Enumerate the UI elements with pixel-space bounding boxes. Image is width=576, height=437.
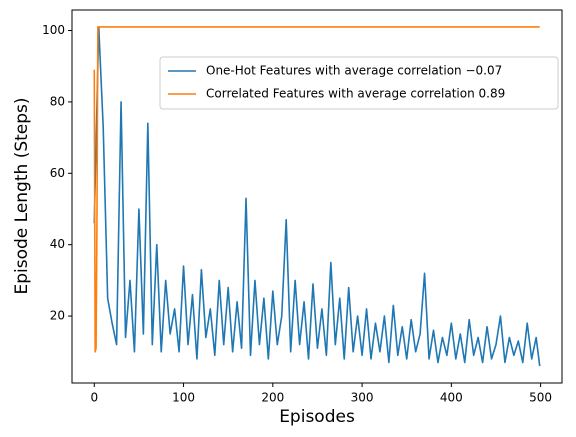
x-axis-label: Episodes <box>279 407 355 427</box>
legend-box <box>159 56 559 110</box>
x-tick-label: 0 <box>90 391 98 405</box>
y-axis-label: Episode Length (Steps) <box>12 97 32 294</box>
x-tick-label: 400 <box>440 391 463 405</box>
y-tick-label: 60 <box>50 166 65 180</box>
y-tick-label: 20 <box>50 309 65 323</box>
plot-frame <box>71 9 563 384</box>
line-series <box>93 26 540 353</box>
line-series <box>93 26 541 367</box>
y-tick-label: 40 <box>50 237 65 251</box>
x-tick-label: 300 <box>351 391 374 405</box>
legend-label: Correlated Features with average correla… <box>206 87 505 101</box>
x-tick-label: 100 <box>172 391 195 405</box>
legend-label: One-Hot Features with average correlatio… <box>206 64 502 78</box>
y-tick-label: 100 <box>42 23 65 37</box>
x-tick-label: 500 <box>529 391 552 405</box>
y-tick-label: 80 <box>50 94 65 108</box>
x-tick-label: 200 <box>261 391 284 405</box>
